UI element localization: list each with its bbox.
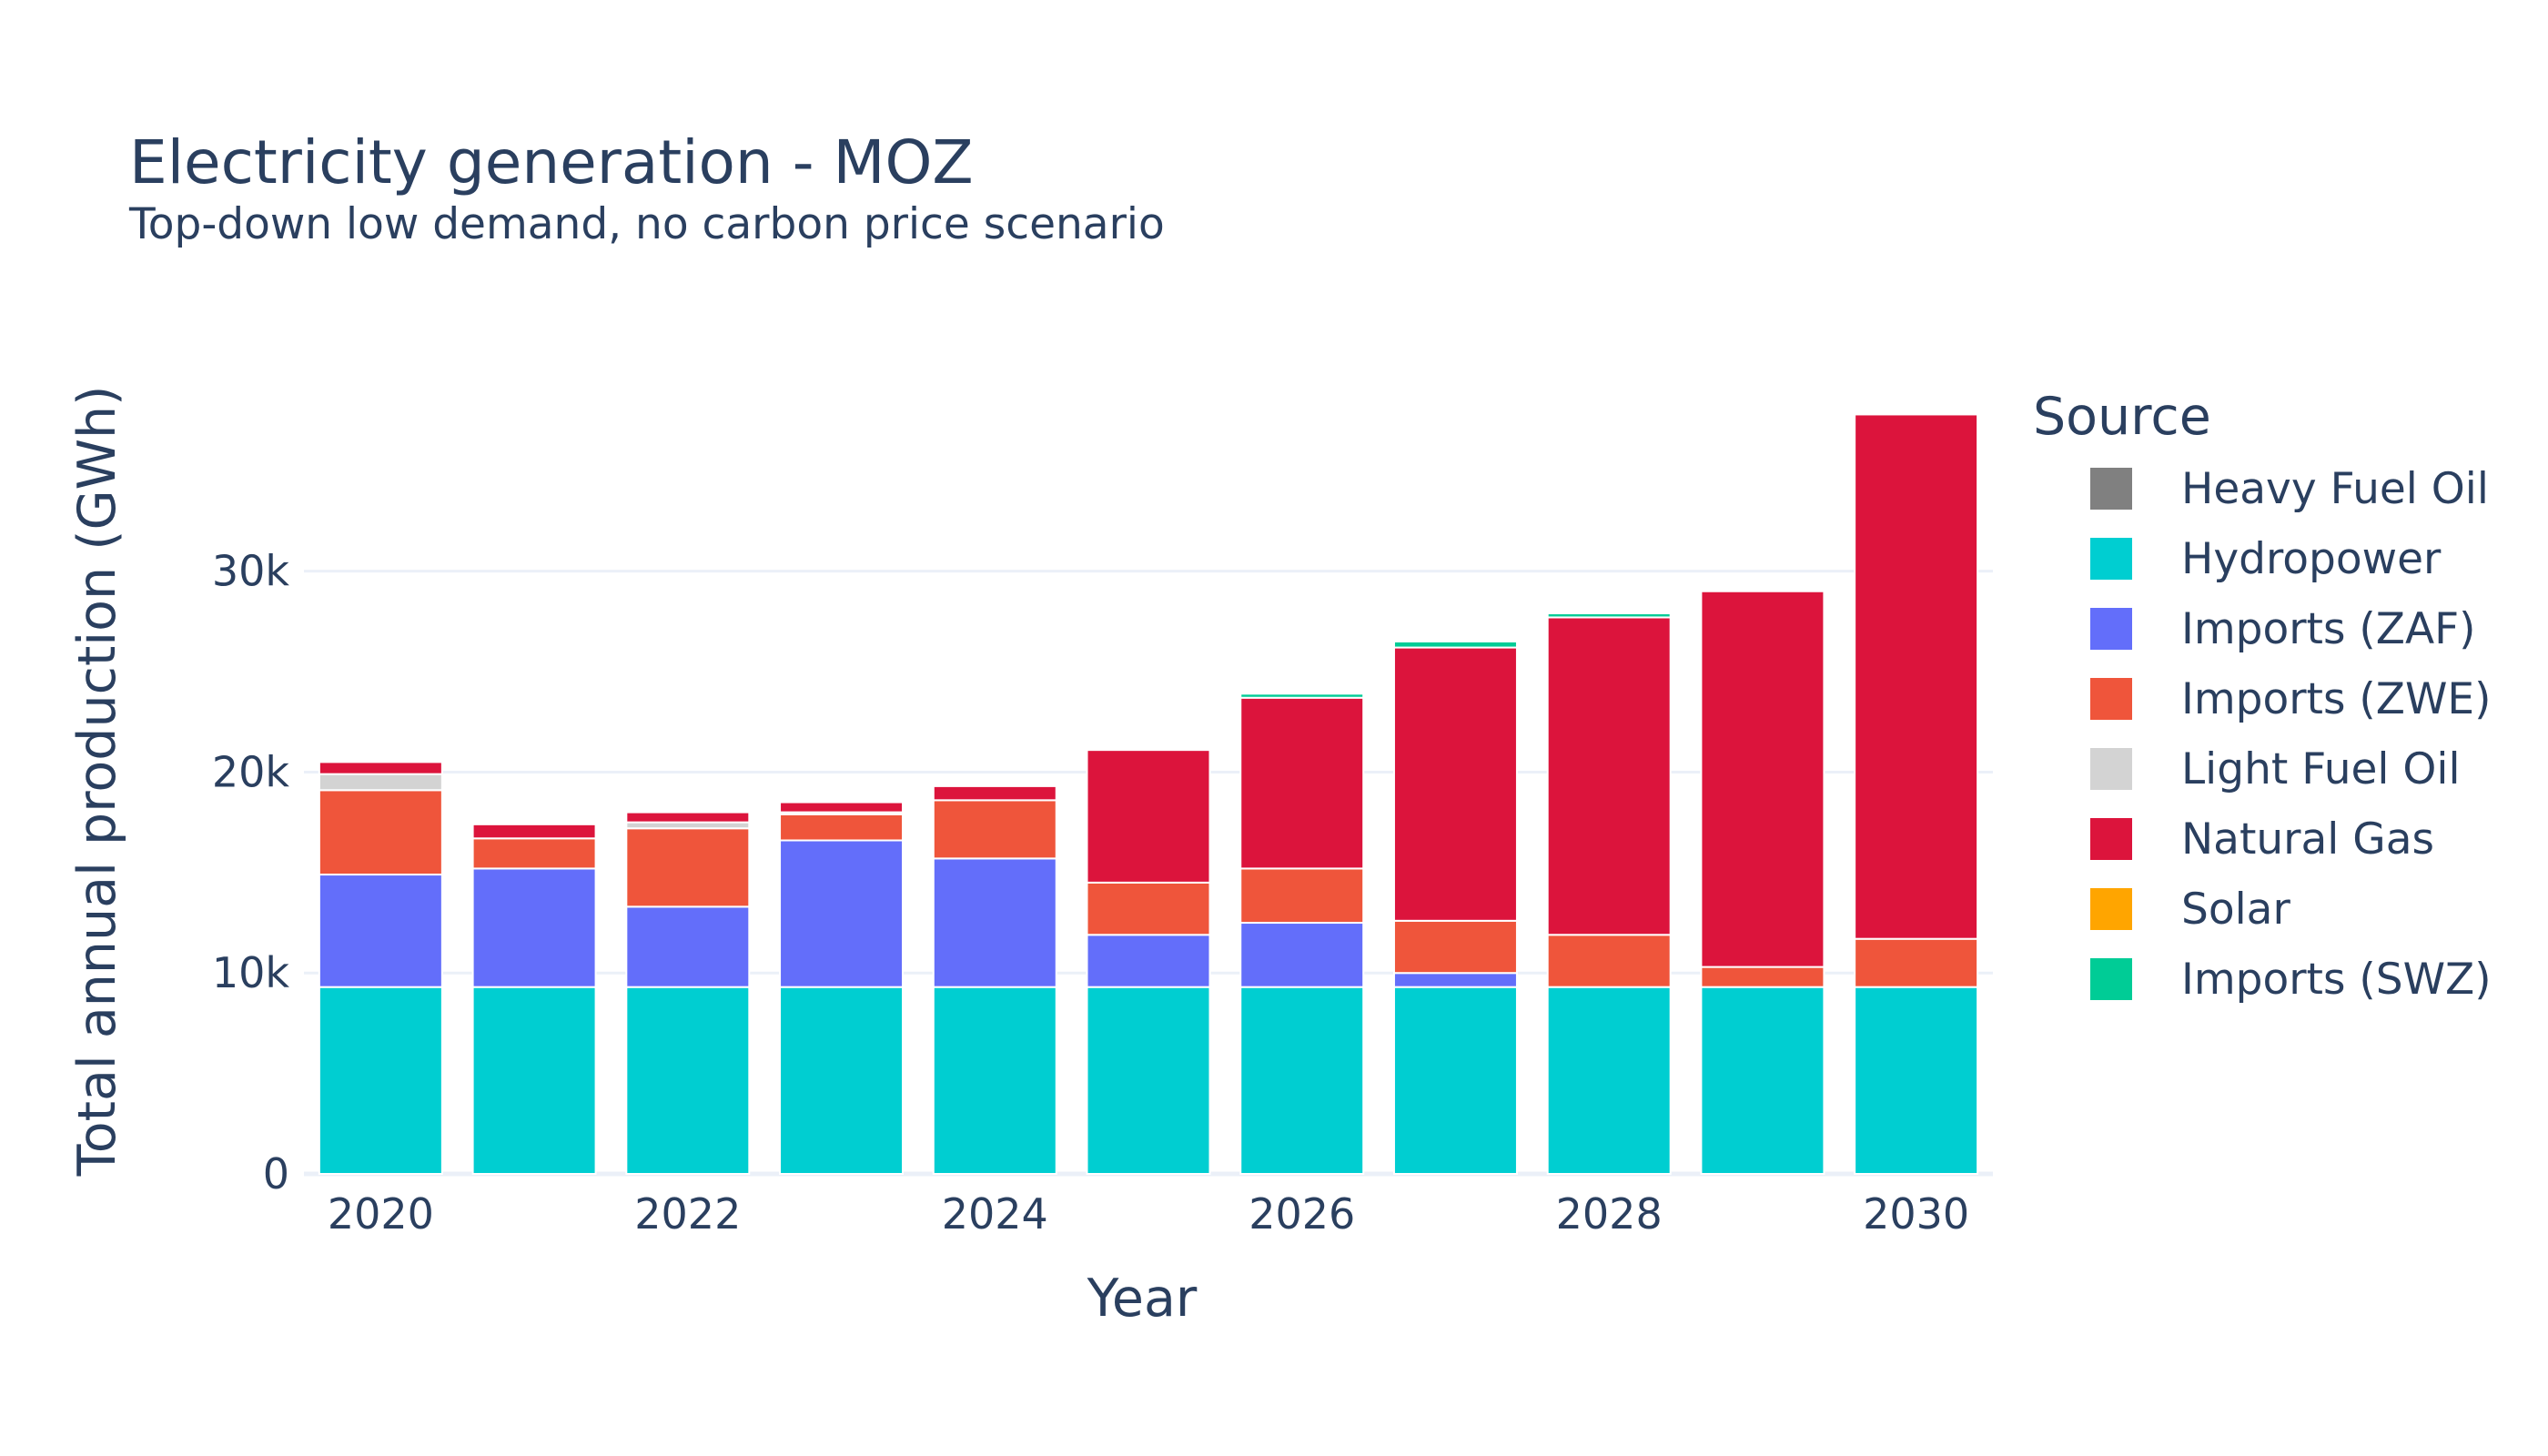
bar-segment	[779, 801, 905, 814]
bar-segment	[1239, 867, 1365, 925]
legend-label: Imports (ZWE)	[2181, 674, 2491, 724]
bar-segment	[1239, 986, 1365, 1175]
legend-swatch	[2090, 888, 2132, 930]
bar-segment	[1546, 986, 1672, 1175]
bar-segment	[471, 823, 597, 840]
bar-segment	[1086, 749, 1211, 884]
legend-swatch	[2090, 678, 2132, 720]
legend-swatch	[2090, 468, 2132, 510]
bar-segment	[625, 986, 751, 1175]
x-tick-label: 2026	[1249, 1189, 1355, 1239]
legend-label: Solar	[2181, 885, 2290, 935]
bar-segment	[1854, 986, 1979, 1175]
bar-segment	[779, 839, 905, 988]
x-tick-label: 2030	[1863, 1189, 1969, 1239]
bar-segment	[1239, 693, 1365, 699]
bar-segment	[1700, 986, 1825, 1175]
legend-label: Imports (ZAF)	[2181, 604, 2475, 654]
legend-item[interactable]: Imports (SWZ)	[2090, 955, 2492, 1005]
legend-label: Light Fuel Oil	[2181, 744, 2461, 794]
legend-item[interactable]: Hydropower	[2090, 534, 2442, 584]
x-axis-ticks: 2020 2022 2024 2026 2028 2030	[328, 1189, 1969, 1239]
bar-segment	[1700, 966, 1825, 988]
bar-segment	[625, 905, 751, 988]
legend-swatch	[2090, 608, 2132, 650]
x-tick-label: 2022	[634, 1189, 741, 1239]
bar-segment	[471, 837, 597, 870]
bar-segment	[1086, 986, 1211, 1175]
bar-segment	[1546, 934, 1672, 988]
bar-segment	[1086, 881, 1211, 936]
bar-segment	[1546, 616, 1672, 936]
bar-segment	[1700, 590, 1825, 968]
bar-segment	[1392, 986, 1518, 1175]
y-axis-ticks: 0 10k 20k 30k	[212, 547, 290, 1198]
bar-segment	[318, 761, 443, 775]
bars	[318, 413, 1979, 1175]
legend-title: Source	[2033, 387, 2211, 447]
x-axis-title: Year	[1087, 1269, 1198, 1329]
legend-swatch	[2090, 818, 2132, 860]
bar-segment	[318, 986, 443, 1175]
legend-label: Natural Gas	[2181, 814, 2434, 864]
bar-segment	[932, 986, 1057, 1175]
chart-subtitle: Top-down low demand, no carbon price sce…	[128, 199, 1165, 249]
bar-segment	[471, 867, 597, 988]
legend-item[interactable]: Light Fuel Oil	[2090, 744, 2461, 794]
legend-label: Hydropower	[2181, 534, 2442, 584]
legend-item[interactable]: Natural Gas	[2090, 814, 2434, 864]
y-axis-title: Total annual production (GWh)	[67, 386, 127, 1178]
bar-segment	[318, 773, 443, 792]
legend-swatch	[2090, 958, 2132, 1000]
bar-segment	[1854, 413, 1979, 940]
legend-item[interactable]: Imports (ZAF)	[2090, 604, 2475, 654]
bar-segment	[1392, 972, 1518, 988]
bar-segment	[1239, 922, 1365, 988]
chart-title: Electricity generation - MOZ	[129, 127, 974, 197]
x-tick-label: 2028	[1556, 1189, 1663, 1239]
y-tick-label: 30k	[212, 547, 290, 596]
x-tick-label: 2024	[942, 1189, 1048, 1239]
bar-segment	[1086, 934, 1211, 988]
x-tick-label: 2020	[328, 1189, 434, 1239]
legend-item[interactable]: Solar	[2090, 885, 2290, 935]
legend-item[interactable]: Imports (ZWE)	[2090, 674, 2491, 724]
legend-items: Heavy Fuel Oil Hydropower Imports (ZAF) Imp…	[2090, 464, 2492, 1005]
bar-segment	[1854, 937, 1979, 988]
y-tick-label: 20k	[212, 747, 290, 796]
bar-segment	[318, 874, 443, 988]
bar-segment	[625, 827, 751, 908]
bar-segment	[779, 813, 905, 842]
bar-segment	[932, 799, 1057, 860]
bar-segment	[779, 986, 905, 1175]
bar-segment	[318, 789, 443, 876]
legend-label: Heavy Fuel Oil	[2181, 464, 2489, 514]
bar-segment	[1392, 919, 1518, 975]
bar-segment	[1239, 696, 1365, 870]
bar-segment	[1392, 640, 1518, 649]
bar-segment	[471, 986, 597, 1175]
legend-item[interactable]: Heavy Fuel Oil	[2090, 464, 2489, 514]
bar-segment	[932, 784, 1057, 802]
legend-swatch	[2090, 538, 2132, 580]
legend-swatch	[2090, 748, 2132, 790]
bar-segment	[1546, 612, 1672, 619]
bar-segment	[932, 857, 1057, 988]
y-tick-label: 10k	[212, 948, 290, 997]
legend: Source Heavy Fuel Oil Hydropower Imports (…	[2033, 387, 2492, 1005]
y-tick-label: 0	[263, 1149, 289, 1198]
legend-label: Imports (SWZ)	[2181, 955, 2492, 1005]
bar-segment	[625, 811, 751, 824]
bar-segment	[1392, 646, 1518, 922]
